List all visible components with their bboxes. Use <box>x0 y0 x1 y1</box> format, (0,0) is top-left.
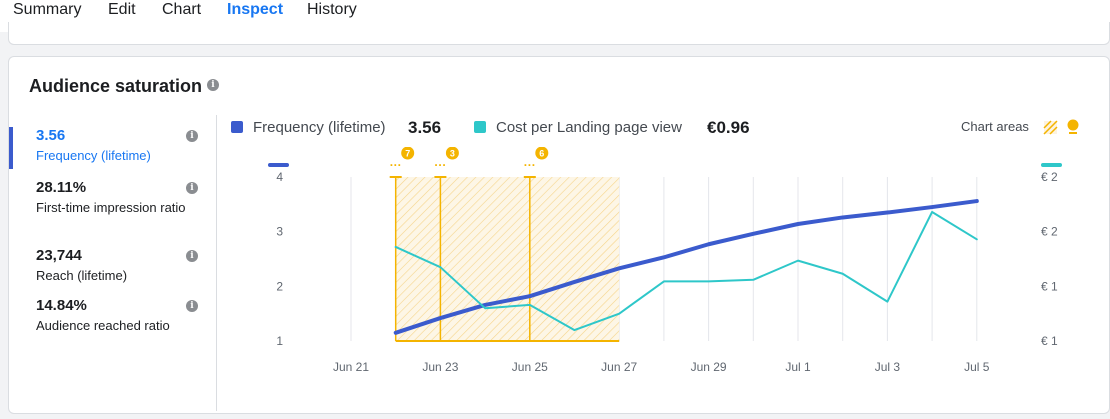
y-axis-tick-label: 1 <box>276 334 283 348</box>
marker-badge <box>535 147 549 160</box>
y-axis-right-tick-label: € 1 <box>1041 279 1058 293</box>
y-axis-right-tick-label: € 1 <box>1041 334 1058 348</box>
marker-badge-label: 3 <box>450 149 455 159</box>
x-axis-tick-label: Jul 5 <box>964 360 990 374</box>
metric-label: Reach (lifetime) <box>36 268 128 283</box>
y-axis-tick-label: 2 <box>276 279 283 293</box>
marker-pin-icon[interactable] <box>1066 119 1080 135</box>
metric-value: 23,744 <box>36 247 82 264</box>
chart-areas-label: Chart areas <box>961 119 1029 134</box>
legend-swatch-frequency <box>231 121 243 133</box>
metric-audience-reached-ratio[interactable]: 14.84% Audience reached ratio i <box>9 297 214 353</box>
y-axis-right-tick-label: € 2 <box>1041 170 1058 184</box>
marker-dots: ··· <box>434 158 446 172</box>
metric-label: Frequency (lifetime) <box>36 148 151 163</box>
x-axis-tick-label: Jun 23 <box>422 360 458 374</box>
highlighted-area <box>395 177 620 341</box>
marker-badge-label: 7 <box>405 149 410 159</box>
metric-label: Audience reached ratio <box>36 318 170 333</box>
x-axis-tick-label: Jul 3 <box>875 360 901 374</box>
frequency-series-line <box>393 199 979 335</box>
legend-value-frequency: 3.56 <box>408 118 442 137</box>
line-chart: 4 3 2 1 € 2 € 2 € 1 € 1 Jun 21 Jun 23 Jun 25 Jun 27… <box>268 147 1062 374</box>
selected-indicator <box>9 127 13 169</box>
marker-badge <box>401 147 415 160</box>
tab-summary[interactable]: Summary <box>13 1 82 18</box>
info-icon[interactable]: i <box>207 79 219 91</box>
x-axis-tick-label: Jun 21 <box>333 360 369 374</box>
cost-series-line <box>394 210 978 332</box>
legend-swatch-cost <box>474 121 486 133</box>
info-icon[interactable]: i <box>186 130 198 142</box>
tab-inspect[interactable]: Inspect <box>227 1 284 18</box>
metric-value: 28.11% <box>36 179 87 196</box>
metric-reach[interactable]: 23,744 Reach (lifetime) i <box>9 247 214 287</box>
y-axis-tick-label: 4 <box>276 170 283 184</box>
audience-saturation-card: Audience saturation i 3.56 Frequency (li… <box>8 56 1110 414</box>
previous-card <box>8 22 1110 45</box>
info-icon[interactable]: i <box>186 250 198 262</box>
tab-chart[interactable]: Chart <box>162 1 202 18</box>
tab-history[interactable]: History <box>307 1 357 18</box>
info-icon[interactable]: i <box>186 182 198 194</box>
hatched-area-icon[interactable] <box>1043 119 1059 135</box>
x-axis-tick-label: Jun 29 <box>691 360 727 374</box>
card-title: Audience saturation <box>29 76 203 96</box>
divider <box>216 115 217 411</box>
marker-dots: ··· <box>524 158 536 172</box>
marker-badge <box>445 147 459 160</box>
metric-label: First-time impression ratio <box>36 200 186 215</box>
x-axis-tick-label: Jul 1 <box>785 360 811 374</box>
legend-label-cost: Cost per Landing page view <box>496 119 682 136</box>
x-axis-tick-label: Jun 27 <box>601 360 637 374</box>
metric-first-time-impression-ratio[interactable]: 28.11% First-time impression ratio i <box>9 179 214 235</box>
info-icon[interactable]: i <box>186 300 198 312</box>
metric-value: 14.84% <box>36 297 87 314</box>
tab-edit[interactable]: Edit <box>108 1 136 18</box>
y-axis-right-tick-label: € 2 <box>1041 225 1058 239</box>
x-axis-tick-label: Jun 25 <box>512 360 548 374</box>
chart-areas-toggle[interactable]: Chart areas <box>961 119 1029 134</box>
legend-value-cost: €0.96 <box>707 118 750 137</box>
y-axis-tick-label: 3 <box>276 225 283 239</box>
metric-value: 3.56 <box>36 127 66 144</box>
marker-dots: ··· <box>390 158 402 172</box>
metric-frequency[interactable]: 3.56 Frequency (lifetime) i <box>9 127 214 169</box>
legend-label-frequency: Frequency (lifetime) <box>253 119 386 136</box>
marker-badge-label: 6 <box>539 149 544 159</box>
